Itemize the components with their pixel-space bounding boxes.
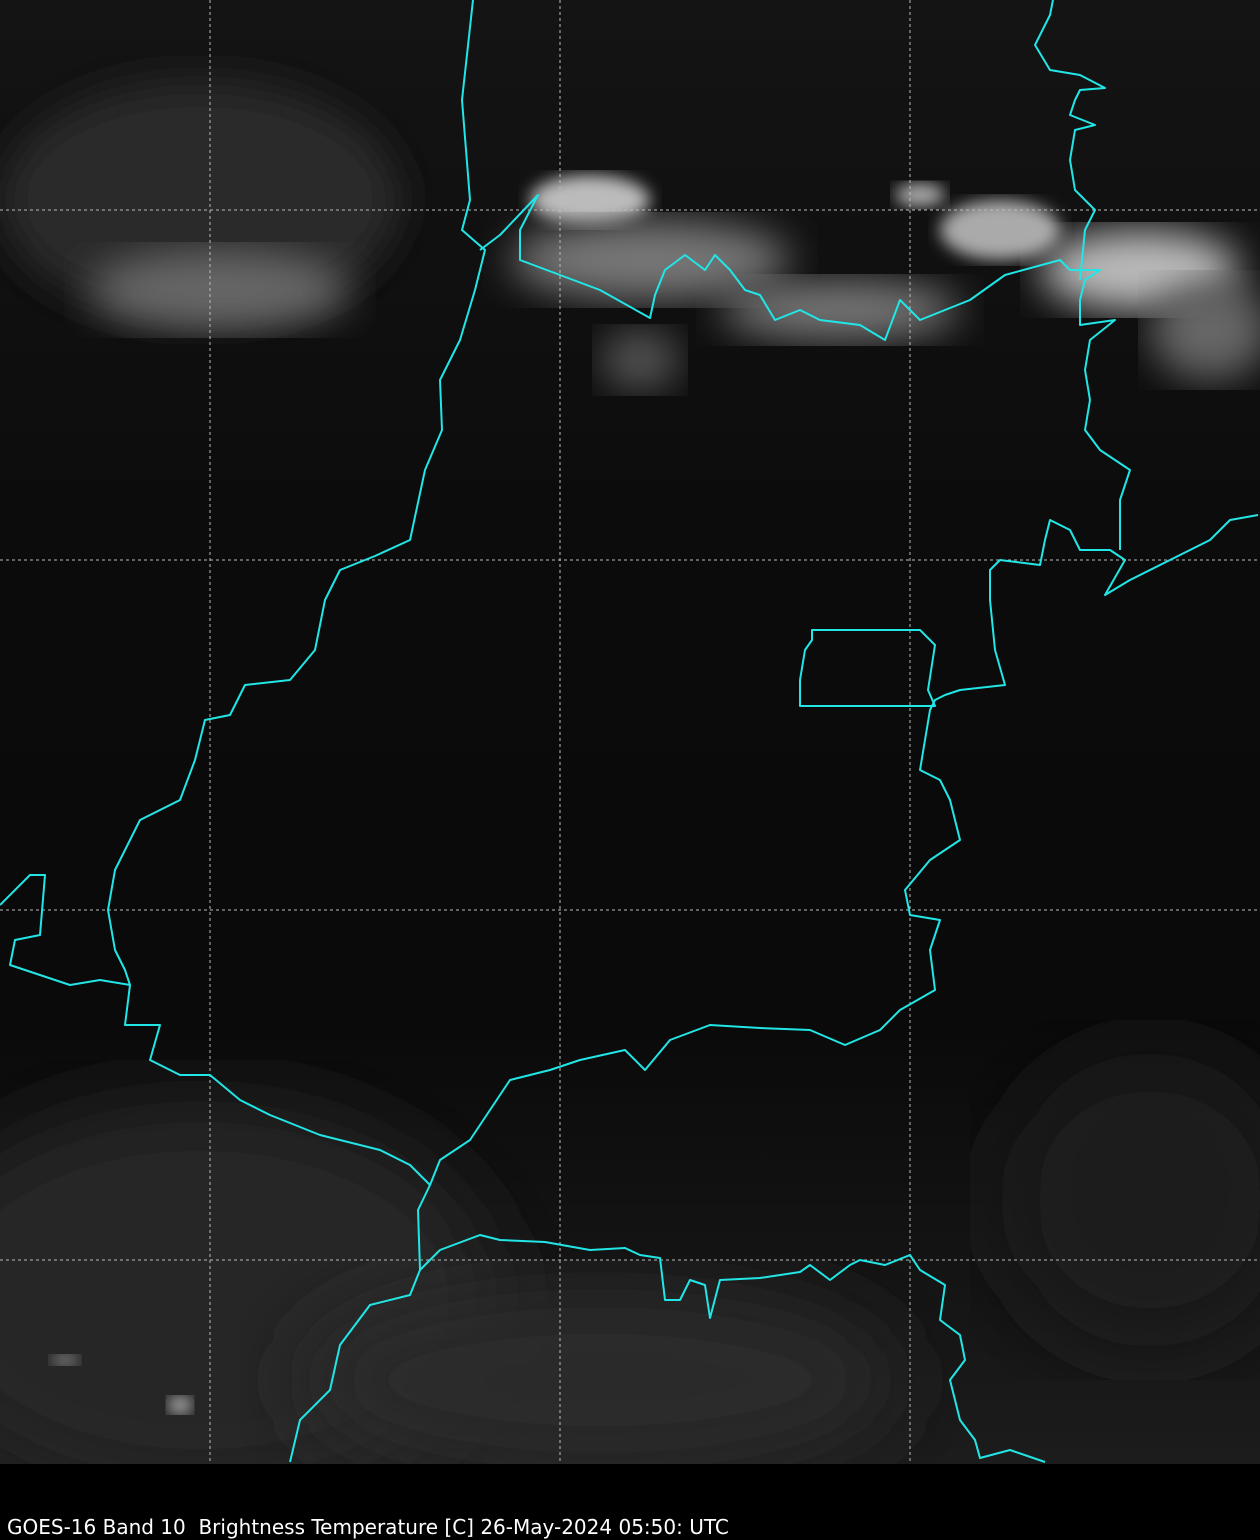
boundary-federal-district (799, 629, 936, 707)
gridlines (0, 0, 1260, 1464)
boundary-west (0, 0, 486, 986)
boundary-connector (417, 1184, 431, 1271)
boundary-south (289, 1234, 1046, 1463)
boundaries (0, 0, 1259, 1463)
satellite-map (0, 0, 1260, 1464)
boundary-northeast (1034, 0, 1106, 281)
boundary-north (479, 194, 1131, 550)
map-caption: GOES-16 Band 10 Brightness Temperature [… (7, 1515, 729, 1539)
boundary-south-central (124, 514, 1259, 1186)
